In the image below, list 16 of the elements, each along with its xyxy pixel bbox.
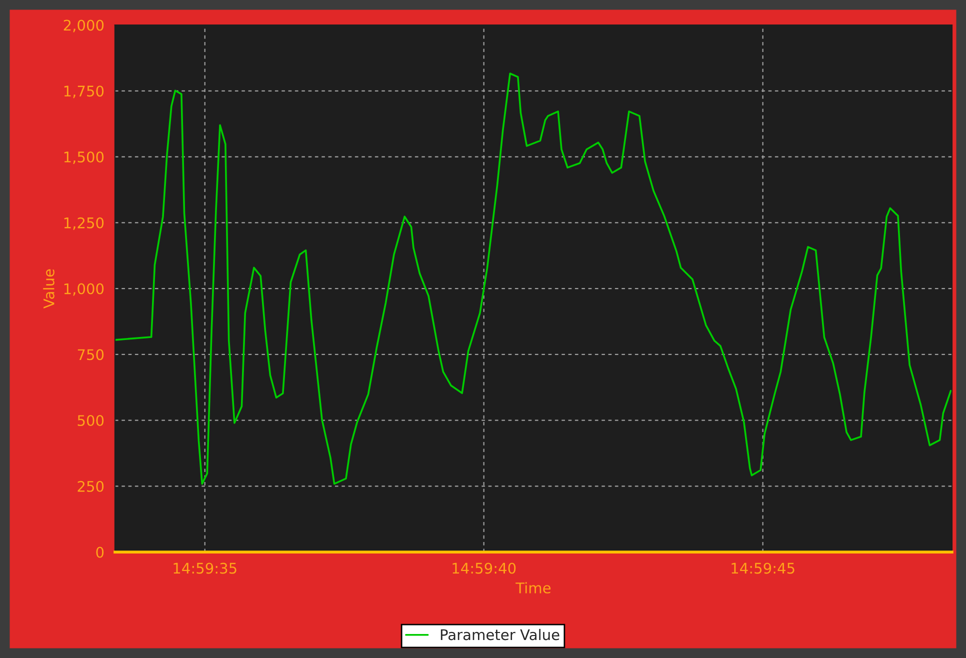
y-tick-label: 1,000 (64, 283, 104, 296)
line-series (114, 72, 952, 485)
x-tick-label: 14:59:40 (452, 562, 516, 574)
y-tick-label: 1,750 (64, 86, 104, 98)
y-tick-label: 750 (78, 349, 104, 360)
legend-label: Parameter Value (440, 628, 560, 640)
y-tick-label: 0 (96, 546, 104, 558)
y-tick-label: 1,500 (64, 151, 104, 164)
x-axis-title: Time (516, 582, 551, 594)
x-tick-label: 14:59:45 (732, 562, 794, 574)
y-axis-title: Value (43, 269, 54, 308)
x-tick-label: 14:59:35 (174, 562, 236, 574)
y-tick-label: 1,250 (64, 217, 104, 230)
y-tick-label: 2,000 (64, 20, 104, 32)
y-tick-label: 500 (78, 415, 104, 426)
y-tick-label: 250 (78, 480, 104, 492)
